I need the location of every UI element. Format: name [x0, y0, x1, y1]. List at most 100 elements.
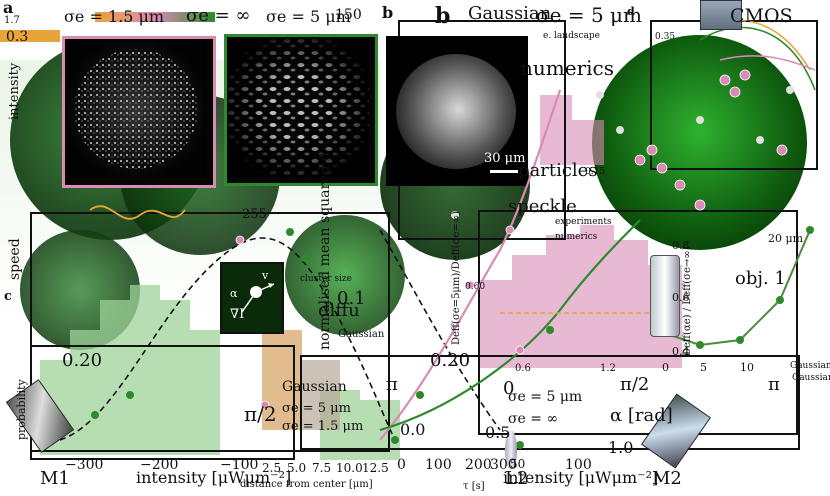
pi-half-tick: π/2: [620, 374, 650, 395]
tick-label: −300: [65, 457, 104, 473]
particles-label: particles: [518, 160, 598, 181]
scale-bar: [490, 170, 518, 173]
probability-ylabel: probability: [15, 379, 28, 440]
tick-label: 7.5: [312, 461, 332, 475]
val-0-15: 0.15: [585, 167, 606, 177]
tick-label: 0: [397, 457, 406, 473]
speed-ylabel: speed: [7, 238, 23, 280]
arrow-diagram: [241, 283, 275, 313]
numerics-label: numerics: [520, 56, 614, 80]
m1-label: M1: [40, 468, 70, 489]
tick-label: 50: [510, 457, 526, 471]
scale-bar-right-label: 20 μm: [768, 232, 804, 245]
tick-label: 12.5: [362, 461, 389, 475]
norm-msd-ylabel: normalised mean squared d: [317, 152, 333, 350]
tick-label: 5.0: [287, 461, 307, 475]
tick-label: 0: [662, 361, 669, 374]
tick-label: Gaussian: [790, 361, 830, 371]
v-label: v: [262, 269, 269, 282]
gaussian-micrograph: 30 μm: [386, 36, 528, 186]
numerics-small-label: numerics: [555, 232, 598, 242]
val-0-5: 0.5: [485, 423, 511, 442]
obj1-label: obj. 1: [735, 268, 786, 289]
alpha-label: α: [230, 287, 238, 300]
sigma-5-title-large: σe = 5 μm: [536, 3, 643, 27]
pi-tick: π: [768, 374, 780, 395]
val-0-1: 0.1: [337, 288, 366, 309]
green-sphere-right: [592, 35, 807, 250]
val-150: 150: [335, 7, 362, 23]
intensity-axis-left: intensity [μWμm⁻²]: [136, 468, 292, 487]
tick-label: 200: [465, 457, 492, 473]
legend-sigma-5-right: σe = 5 μm: [508, 389, 583, 405]
distance-axis: distance from center [μm]: [240, 479, 373, 490]
val-0-0: 0.0: [400, 420, 426, 439]
speckle-pattern-fine: [65, 39, 207, 179]
alpha-rad-axis-label: α [rad]: [610, 405, 673, 426]
legend-sigma-5: σe = 5 μm: [282, 401, 351, 416]
tick-label: 10.0: [336, 461, 363, 475]
tau-axis: τ [s]: [463, 481, 485, 492]
val-0-35: 0.35: [655, 32, 676, 42]
tick-label: 100: [565, 457, 592, 473]
tick-label: −100: [220, 457, 259, 473]
l2-label: L2: [505, 468, 529, 489]
tick-label: 2.5: [262, 461, 282, 475]
legend-sigma-inf-right: σe = ∞: [508, 411, 559, 427]
scale-bar-label: 30 μm: [484, 151, 526, 166]
pi-tick-left: π: [386, 374, 398, 395]
sigma-5-title: σe = 5 μm: [266, 7, 351, 26]
sigma-inf-title: σe = ∞: [186, 5, 251, 26]
intensity-axis-right: intensity [μWμm⁻²]: [503, 468, 659, 487]
val-255: 255: [242, 207, 267, 222]
val-0-3: 0.3: [6, 29, 29, 45]
legend-sigma-1-5: σe = 1.5 μm: [282, 419, 364, 434]
gaussian-spot: [396, 54, 516, 169]
cluster-size-label: cluster size: [300, 274, 353, 284]
tick-label: 5: [700, 361, 707, 374]
speckle-pattern-coarse: [227, 37, 369, 177]
val-0-60: 0.60: [465, 282, 486, 292]
val-0-20b: 0.20: [430, 350, 471, 371]
pi-half-left: π/2: [244, 402, 277, 426]
diffusion-label: diffu: [318, 300, 360, 321]
zero-tick: 0: [503, 378, 515, 399]
tick-label: 300: [490, 457, 517, 473]
legend-gaussian: Gaussian: [282, 379, 347, 395]
tick-label: 0.4: [672, 345, 690, 358]
frame-left-chart: [30, 212, 390, 452]
speckle-micrograph-green: [224, 34, 378, 186]
green-sphere-mid: [285, 215, 405, 335]
objective-lens: [650, 255, 680, 337]
camera-cmos: [700, 0, 742, 30]
gradient-velocity-inset: v α ∇I: [220, 262, 284, 334]
panel-letter-a: a: [3, 0, 14, 17]
intensity-ylabel: intensity: [7, 62, 22, 120]
tick-label: −200: [140, 457, 179, 473]
gaussian-bottom-label: Gaussian: [792, 373, 830, 383]
speckle-label: speckle: [508, 196, 577, 217]
nabla-i-label: ∇I: [230, 307, 245, 322]
tick-label: 1.2: [600, 363, 616, 374]
frame-bottom-right: [300, 355, 800, 450]
sigma-1-5-title: σe = 1.5 μm: [64, 7, 165, 26]
m2-label: M2: [652, 468, 682, 489]
cmos-label: CMOS: [730, 5, 793, 27]
tick-label: 0.6: [515, 363, 531, 374]
tick-label: 100: [425, 457, 452, 473]
panel-letter-b: b: [382, 3, 394, 22]
lens-l2: [505, 430, 517, 470]
panel-letter-c: c: [4, 289, 12, 304]
val-1-7: 1.7: [4, 15, 20, 26]
e-landscape-label: e. landscape: [543, 31, 600, 41]
val-0-20: 0.20: [62, 350, 103, 371]
legend-gaussian-small: Gaussian: [338, 329, 385, 340]
panel-letter-b2: b: [435, 3, 451, 29]
tick-label: 0.8: [672, 239, 690, 252]
val-1-0: 1.0: [608, 438, 634, 457]
experiments-small-label: experiments: [555, 217, 612, 227]
tick-label: 0.6: [672, 291, 690, 304]
frame-right-chart: [478, 210, 798, 435]
panel-letter-d: d: [627, 5, 635, 18]
